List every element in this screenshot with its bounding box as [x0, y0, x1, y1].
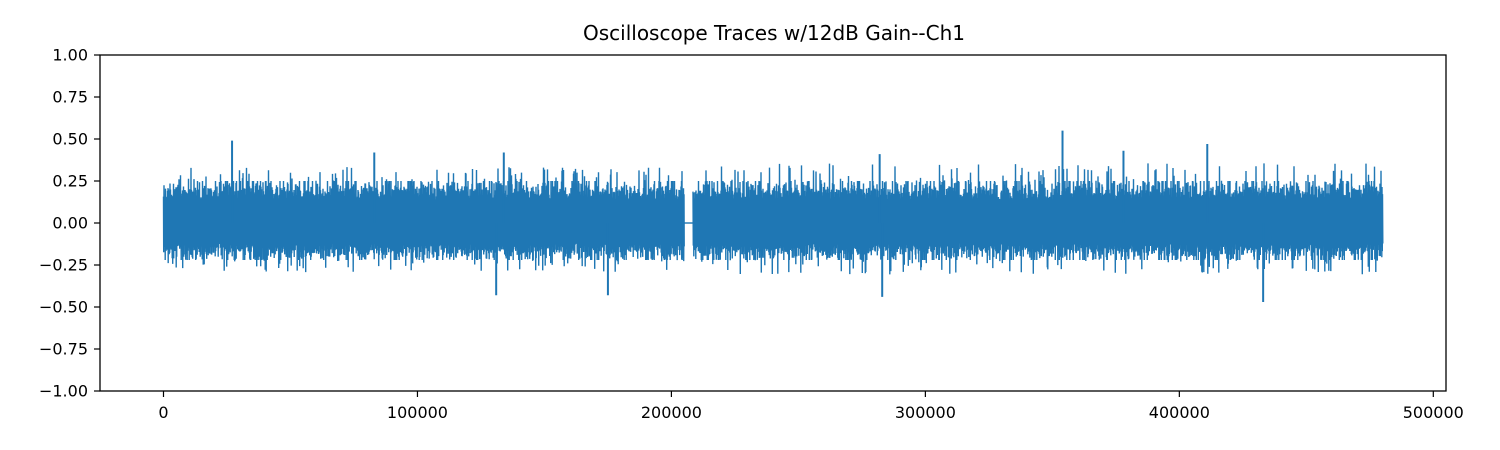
- x-axis: 0 100000 200000 300000 400000 500000: [158, 391, 1464, 422]
- chart-title: Oscilloscope Traces w/12dB Gain--Ch1: [583, 21, 965, 45]
- x-tick-label: 500000: [1403, 403, 1464, 422]
- trace-segment: [162, 167, 685, 273]
- y-tick-label: 0.50: [52, 130, 88, 149]
- y-tick-label: −1.00: [39, 382, 88, 401]
- y-tick-label: 0.25: [52, 172, 88, 191]
- x-tick-label: 200000: [641, 403, 702, 422]
- y-tick-label: 0.75: [52, 88, 88, 107]
- y-tick-label: 0.00: [52, 214, 88, 233]
- x-tick-label: 400000: [1149, 403, 1210, 422]
- y-axis: −1.00 −0.75 −0.50 −0.25 0.00 0.25 0.50 0.75 1.00: [39, 46, 100, 401]
- trace-segment: [692, 163, 1384, 275]
- y-tick-label: −0.50: [39, 298, 88, 317]
- x-tick-label: 100000: [387, 403, 448, 422]
- y-tick-label: −0.25: [39, 256, 88, 275]
- plot-area: [162, 130, 1384, 302]
- trace-area: [162, 130, 1384, 302]
- x-tick-label: 300000: [895, 403, 956, 422]
- y-tick-label: 1.00: [52, 46, 88, 65]
- x-tick-label: 0: [158, 403, 168, 422]
- y-tick-label: −0.75: [39, 340, 88, 359]
